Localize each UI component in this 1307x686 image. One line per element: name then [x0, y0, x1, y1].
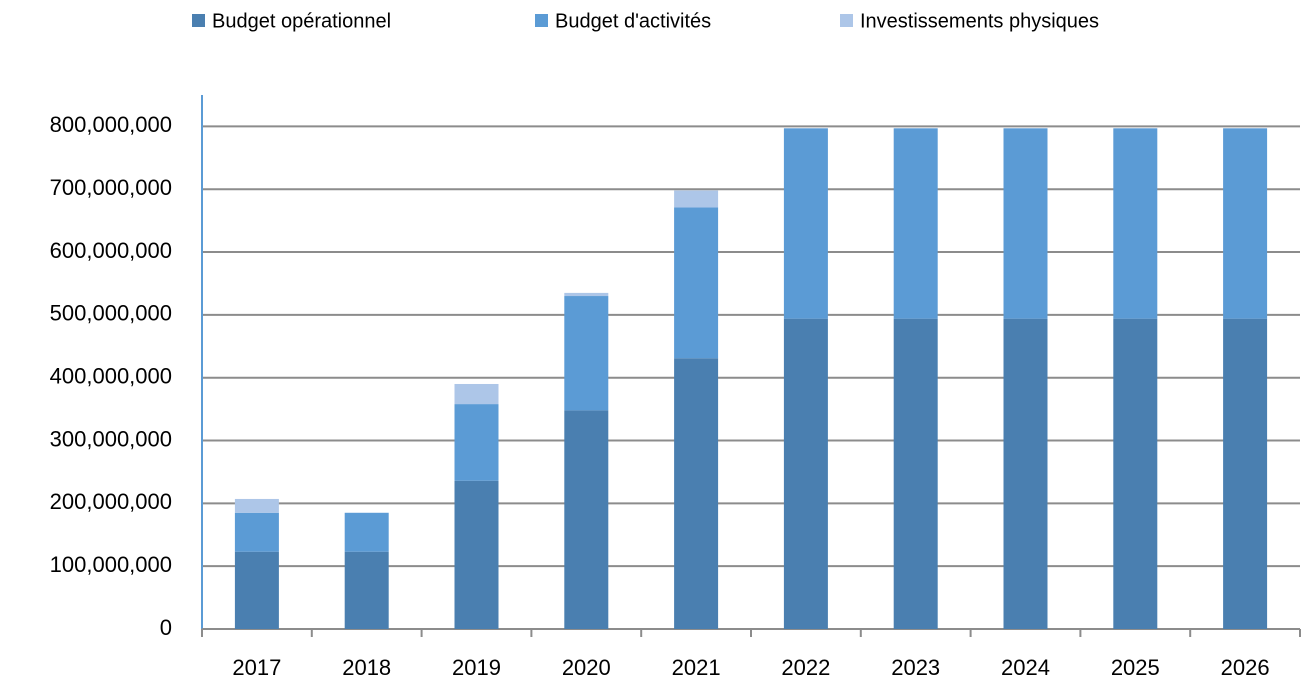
bar-segment [454, 480, 499, 629]
bar-segment [674, 358, 719, 629]
x-tick-label: 2018 [342, 655, 391, 680]
bar-segment [1223, 128, 1268, 319]
y-tick-label: 0 [160, 615, 172, 640]
y-tick-label: 100,000,000 [50, 552, 172, 577]
legend-label: Budget opérationnel [212, 10, 391, 32]
bar-segment [893, 318, 938, 629]
x-tick-label: 2025 [1111, 655, 1160, 680]
legend-swatch [840, 14, 853, 27]
bar-segment [234, 512, 279, 552]
bar-segment [564, 410, 609, 629]
bar-segment [783, 128, 828, 319]
x-tick-label: 2017 [232, 655, 281, 680]
bar-segment [234, 551, 279, 629]
bar-segment [454, 383, 499, 405]
y-tick-label: 400,000,000 [50, 364, 172, 389]
x-tick-label: 2023 [891, 655, 940, 680]
bar-segment [564, 292, 609, 297]
bar-segment [1113, 318, 1158, 629]
bar-segment [344, 512, 389, 552]
y-tick-label: 600,000,000 [50, 238, 172, 263]
legend-swatch [535, 14, 548, 27]
bar-segment [1003, 128, 1048, 319]
y-tick-label: 800,000,000 [50, 112, 172, 137]
y-tick-label: 200,000,000 [50, 489, 172, 514]
bar-segment [564, 296, 609, 411]
x-tick-label: 2020 [562, 655, 611, 680]
y-tick-label: 300,000,000 [50, 426, 172, 451]
bar-segment [783, 318, 828, 629]
bar-segment [1003, 318, 1048, 629]
legend-swatch [192, 14, 205, 27]
bar-segment [1223, 318, 1268, 629]
legend-label: Investissements physiques [860, 10, 1099, 32]
y-tick-label: 700,000,000 [50, 175, 172, 200]
x-tick-label: 2021 [672, 655, 721, 680]
y-tick-label: 500,000,000 [50, 301, 172, 326]
bar-segment [454, 404, 499, 481]
bar-segment [674, 190, 719, 208]
bar-segment [1113, 128, 1158, 319]
x-tick-label: 2022 [781, 655, 830, 680]
x-tick-label: 2026 [1221, 655, 1270, 680]
bar-segment [893, 128, 938, 319]
x-tick-label: 2024 [1001, 655, 1050, 680]
legend-label: Budget d'activités [555, 10, 711, 32]
bar-segment [234, 498, 279, 513]
bar-segment [674, 207, 719, 359]
x-tick-label: 2019 [452, 655, 501, 680]
bar-segment [344, 551, 389, 629]
